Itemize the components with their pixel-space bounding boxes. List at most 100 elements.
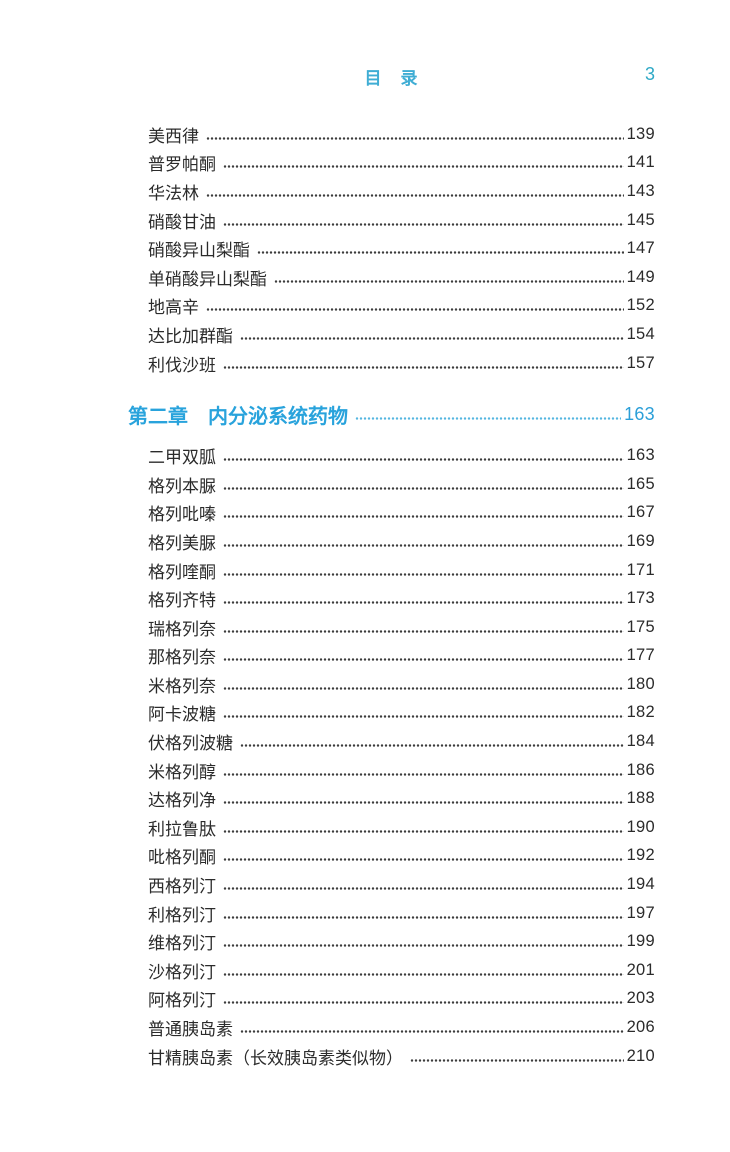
toc-entry-label: 利伐沙班 xyxy=(148,355,216,375)
toc-entry-page: 173 xyxy=(626,589,655,608)
toc-entry-row: 单硝酸异山梨酯 149 xyxy=(128,263,655,292)
toc-entry-row: 二甲双胍 163 xyxy=(128,441,655,470)
toc-entry-label: 西格列汀 xyxy=(148,877,216,897)
dot-leader xyxy=(223,572,624,576)
toc-entry-label: 普罗帕酮 xyxy=(148,155,216,175)
toc-entry-label: 华法林 xyxy=(148,183,199,203)
dot-leader xyxy=(223,365,624,369)
dot-leader xyxy=(223,222,624,226)
toc-entry-row: 普通胰岛素 206 xyxy=(128,1013,655,1042)
toc-entry-label: 格列美脲 xyxy=(148,533,216,553)
dot-leader xyxy=(355,417,622,421)
dot-leader xyxy=(223,972,624,976)
toc-entry-row: 利格列汀 197 xyxy=(128,899,655,928)
toc-entry-label: 瑞格列奈 xyxy=(148,619,216,639)
toc-entry-row: 米格列奈 180 xyxy=(128,670,655,699)
toc-entry-page: 163 xyxy=(626,446,655,465)
dot-leader xyxy=(223,686,624,690)
toc-content: 目 录 3 美西律 139 普罗帕酮 141 华法林 143 硝酸甘油 145 … xyxy=(128,64,655,1070)
toc-entry-page: 139 xyxy=(626,124,655,143)
folio-page-number: 3 xyxy=(644,64,655,84)
dot-leader xyxy=(223,858,624,862)
toc-entry-row: 西格列汀 194 xyxy=(128,870,655,899)
toc-entry-page: 192 xyxy=(626,846,655,865)
toc-entry-label: 普通胰岛素 xyxy=(148,1020,233,1040)
toc-entry-row: 达格列净 188 xyxy=(128,784,655,813)
toc-entry-page: 177 xyxy=(626,646,655,665)
page-header: 目 录 3 xyxy=(128,64,656,88)
toc-entry-page: 154 xyxy=(626,324,655,343)
dot-leader xyxy=(223,944,624,948)
toc-entry-row: 格列喹酮 171 xyxy=(128,556,655,585)
toc-entry-page: 143 xyxy=(626,181,655,200)
toc-entry-label: 维格列汀 xyxy=(148,934,216,954)
toc-entry-page: 190 xyxy=(626,817,655,836)
toc-entry-label: 米格列奈 xyxy=(148,676,216,696)
toc-entry-row: 达比加群酯 154 xyxy=(128,320,655,349)
toc-entry-row: 吡格列酮 192 xyxy=(128,842,655,871)
toc-entry-label: 格列齐特 xyxy=(148,591,216,611)
toc-entry-row: 伏格列波糖 184 xyxy=(128,727,655,756)
dot-leader xyxy=(223,1001,624,1005)
toc-entry-label: 甘精胰岛素（长效胰岛素类似物） xyxy=(148,1048,403,1068)
toc-entry-label: 格列喹酮 xyxy=(148,562,216,582)
toc-entry-page: 203 xyxy=(626,989,655,1008)
toc-entry-row: 格列齐特 173 xyxy=(128,584,655,613)
toc-entry-label: 米格列醇 xyxy=(148,762,216,782)
toc-entry-page: 210 xyxy=(626,1046,655,1065)
toc-entry-row: 格列美脲 169 xyxy=(128,527,655,556)
toc-entry-label: 阿格列汀 xyxy=(148,991,216,1011)
dot-leader xyxy=(223,715,624,719)
dot-leader xyxy=(240,744,624,748)
dot-leader xyxy=(223,801,624,805)
toc-entry-page: 169 xyxy=(626,531,655,550)
toc-entry-page: 182 xyxy=(626,703,655,722)
toc-entry-label: 沙格列汀 xyxy=(148,962,216,982)
toc-entry-page: 145 xyxy=(626,210,655,229)
toc-entry-page: 184 xyxy=(626,732,655,751)
toc-entry-page: 147 xyxy=(626,239,655,258)
toc-entry-page: 188 xyxy=(626,789,655,808)
toc-entry-row: 那格列奈 177 xyxy=(128,642,655,671)
toc-entry-page: 201 xyxy=(626,960,655,979)
toc-entry-row: 美西律 139 xyxy=(128,120,655,149)
toc-entry-row: 普罗帕酮 141 xyxy=(128,149,655,178)
toc-entry-label: 地高辛 xyxy=(148,298,199,318)
toc-entry-row: 华法林 143 xyxy=(128,177,655,206)
chapter-heading-page: 163 xyxy=(624,403,655,424)
dot-leader xyxy=(223,458,624,462)
toc-entry-label: 那格列奈 xyxy=(148,648,216,668)
toc-entry-row: 地高辛 152 xyxy=(128,292,655,321)
toc-entry-page: 171 xyxy=(626,560,655,579)
toc-entry-row: 格列吡嗪 167 xyxy=(128,499,655,528)
toc-entry-label: 吡格列酮 xyxy=(148,848,216,868)
dot-leader xyxy=(223,486,624,490)
chapter-heading-row: 第二章 内分泌系统药物 163 xyxy=(128,399,655,429)
dot-leader xyxy=(223,915,624,919)
toc-entry-label: 二甲双胍 xyxy=(148,448,216,468)
dot-leader xyxy=(223,829,624,833)
toc-entry-label: 美西律 xyxy=(148,126,199,146)
toc-entry-label: 硝酸异山梨酯 xyxy=(148,241,250,261)
dot-leader xyxy=(240,336,624,340)
dot-leader xyxy=(223,515,624,519)
toc-entry-page: 149 xyxy=(626,267,655,286)
toc-entry-label: 利格列汀 xyxy=(148,905,216,925)
toc-entry-label: 格列本脲 xyxy=(148,476,216,496)
toc-entry-row: 硝酸甘油 145 xyxy=(128,206,655,235)
dot-leader xyxy=(206,308,624,312)
dot-leader xyxy=(223,887,624,891)
dot-leader xyxy=(274,279,624,283)
toc-entry-row: 甘精胰岛素（长效胰岛素类似物） 210 xyxy=(128,1042,655,1071)
toc-entry-page: 175 xyxy=(626,617,655,636)
toc-entry-row: 硝酸异山梨酯 147 xyxy=(128,234,655,263)
toc-entry-row: 阿卡波糖 182 xyxy=(128,699,655,728)
toc-entry-row: 阿格列汀 203 xyxy=(128,985,655,1014)
dot-leader xyxy=(223,658,624,662)
toc-entry-page: 197 xyxy=(626,903,655,922)
toc-entry-page: 186 xyxy=(626,760,655,779)
toc-entry-page: 141 xyxy=(626,153,655,172)
toc-entry-label: 利拉鲁肽 xyxy=(148,819,216,839)
toc-entry-row: 瑞格列奈 175 xyxy=(128,613,655,642)
